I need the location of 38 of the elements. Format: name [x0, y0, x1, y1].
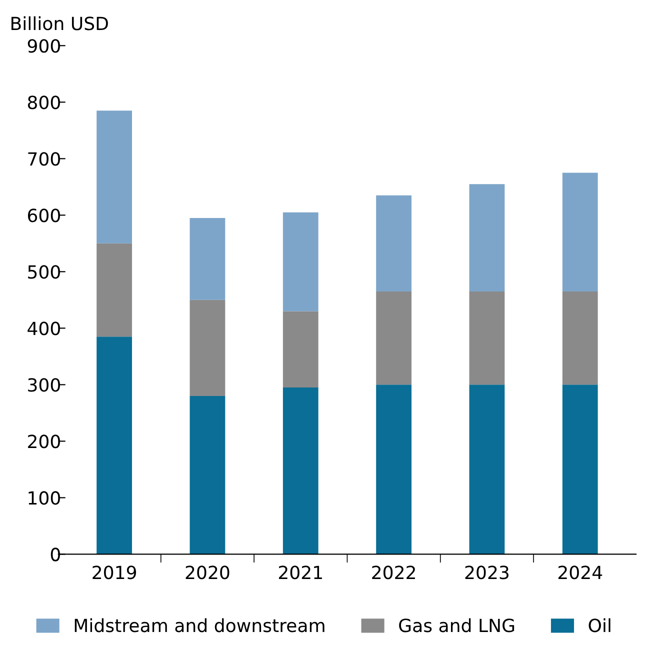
bar	[190, 218, 226, 300]
bar	[190, 396, 226, 554]
y-tick-label: 700	[28, 152, 60, 166]
bar	[282, 212, 318, 312]
bar	[376, 291, 412, 385]
y-tick-label: 200	[28, 434, 60, 448]
y-tick-label: 600	[28, 208, 60, 222]
y-tick-label: 900	[28, 39, 60, 53]
bar	[469, 184, 505, 292]
legend-label: Gas and LNG	[399, 618, 514, 632]
x-tick-label: 2023	[465, 566, 508, 580]
x-tick-label: 2019	[92, 566, 136, 580]
y-axis-title: Billion USD	[12, 16, 108, 30]
bar	[96, 336, 132, 554]
bar	[96, 110, 132, 244]
bar	[469, 384, 505, 554]
bar	[282, 311, 318, 388]
bar	[469, 291, 505, 385]
y-tick-label: 0	[50, 548, 60, 562]
x-tick-label: 2024	[558, 566, 602, 580]
bar	[190, 300, 226, 396]
bar	[376, 195, 412, 292]
legend-label: Midstream and downstream	[74, 618, 324, 632]
y-tick-label: 300	[28, 378, 60, 392]
y-tick-label: 800	[28, 96, 60, 110]
y-tick-label: 100	[28, 491, 60, 505]
x-tick-label: 2020	[186, 566, 230, 580]
x-tick-label: 2021	[278, 566, 322, 580]
bar	[96, 243, 132, 337]
x-tick-label: 2022	[372, 566, 415, 580]
legend-label: Oil	[588, 618, 610, 632]
bar	[376, 384, 412, 554]
y-tick-label: 400	[28, 322, 60, 336]
bar	[282, 388, 318, 554]
bar	[562, 172, 598, 292]
bar	[562, 291, 598, 385]
bar	[562, 384, 598, 554]
y-tick-label: 500	[28, 265, 60, 279]
